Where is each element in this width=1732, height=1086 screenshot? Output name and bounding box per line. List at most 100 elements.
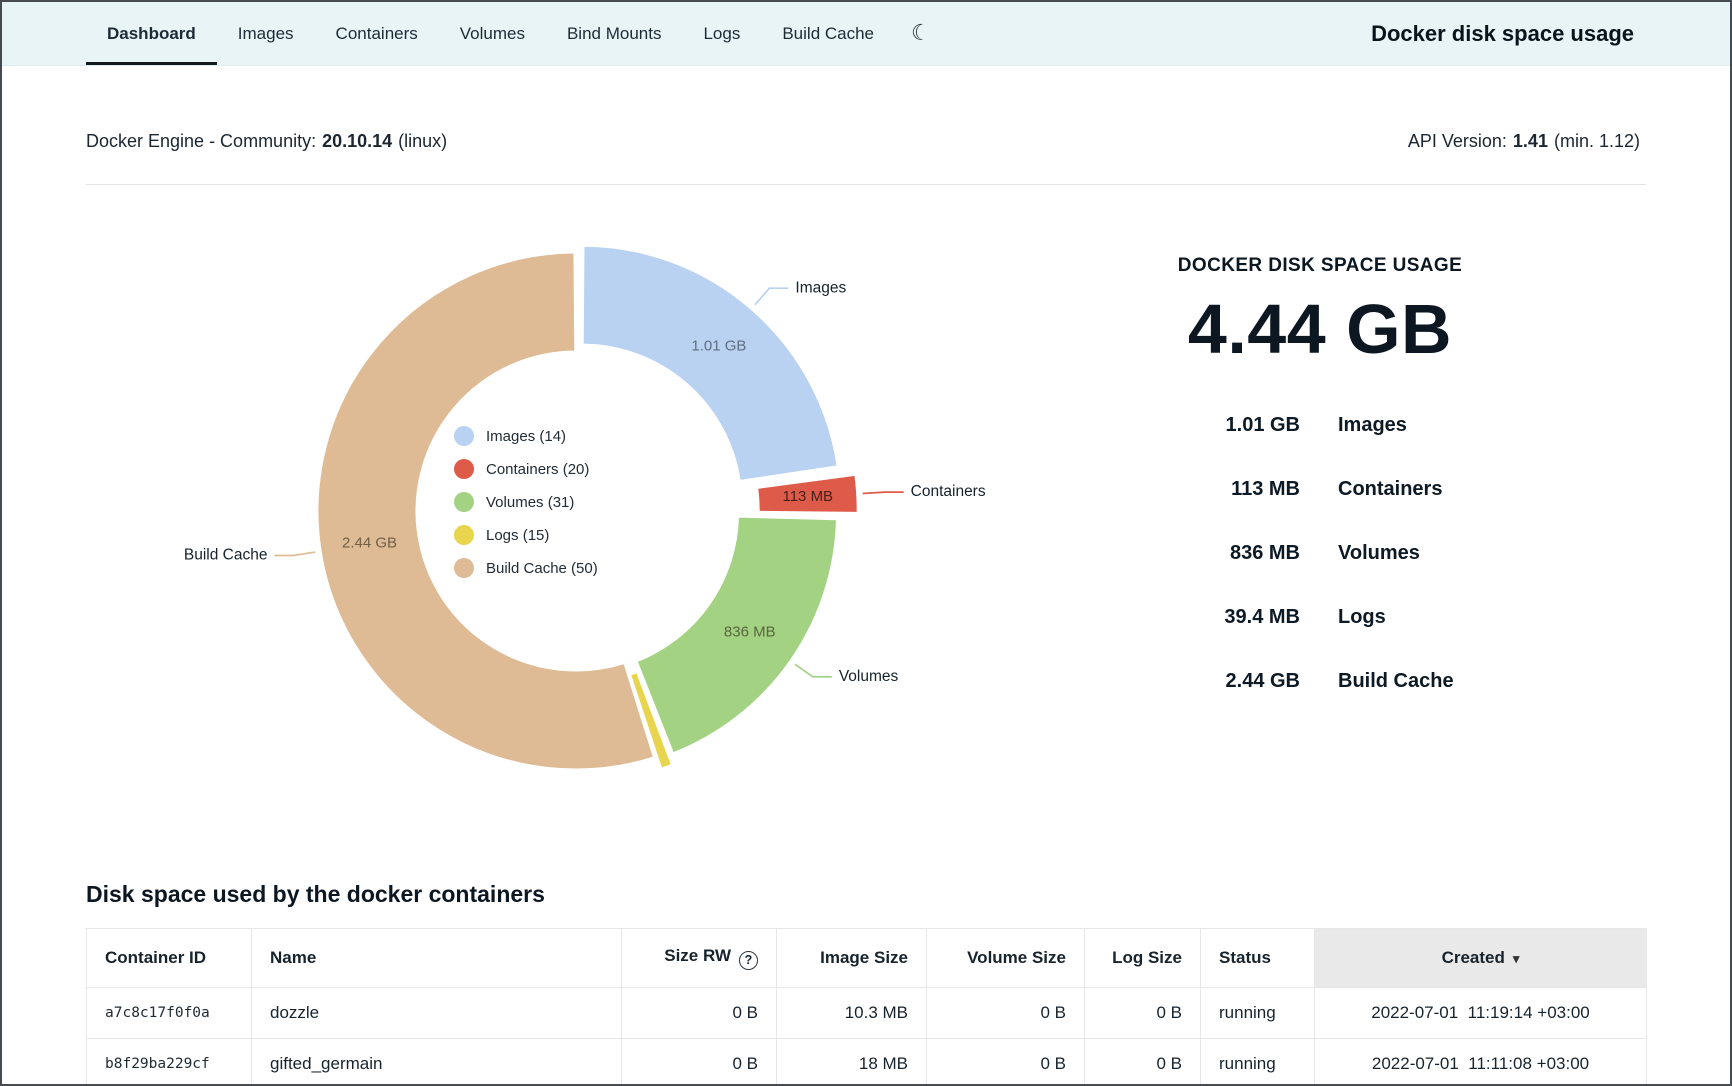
column-label: Image Size — [820, 948, 908, 967]
summary-value: 1.01 GB — [1100, 414, 1300, 437]
column-header-image-size[interactable]: Image Size — [777, 929, 927, 988]
containers-table: Container ID Name Size RW? Image Size Volume… — [86, 928, 1647, 1086]
legend-swatch-icon — [454, 426, 474, 446]
engine-label: Docker Engine - Community: — [86, 131, 316, 151]
table-cell: 0 B — [927, 987, 1085, 1038]
summary-row-build-cache: 2.44 GBBuild Cache — [1100, 670, 1540, 693]
column-header-volume-size[interactable]: Volume Size — [927, 929, 1085, 988]
engine-version: 20.10.14 — [322, 131, 392, 151]
column-label: Volume Size — [967, 948, 1066, 967]
column-header-container-id[interactable]: Container ID — [87, 929, 252, 988]
tab-containers[interactable]: Containers — [315, 2, 439, 65]
legend-swatch-icon — [454, 459, 474, 479]
table-cell: 2022-07-01 11:19:14 +03:00 — [1315, 987, 1647, 1038]
column-label: Size RW — [664, 946, 731, 965]
legend-item-volumes[interactable]: Volumes (31) — [454, 492, 598, 512]
tab-images[interactable]: Images — [217, 2, 315, 65]
containers-section-heading: Disk space used by the docker containers — [86, 881, 1646, 908]
summary-row-images: 1.01 GB Images — [1100, 414, 1540, 437]
usage-summary: DOCKER DISK SPACE USAGE 4.44 GB 1.01 GB I… — [1100, 193, 1540, 833]
table-cell: 0 B — [927, 1038, 1085, 1086]
table-cell: 2022-07-01 11:11:08 +03:00 — [1315, 1038, 1647, 1086]
moon-icon: ☾ — [911, 21, 931, 46]
column-header-log-size[interactable]: Log Size — [1085, 929, 1201, 988]
api-label: API Version: — [1408, 131, 1507, 151]
table-cell: 10.3 MB — [777, 987, 927, 1038]
sort-desc-icon: ▾ — [1513, 951, 1520, 966]
table-row: a7c8c17f0f0adozzle0 B10.3 MB0 B0 Brunnin… — [87, 987, 1647, 1038]
nav-tabs: DashboardImagesContainersVolumesBind Mou… — [86, 2, 895, 65]
slice-value-label: 836 MB — [724, 624, 776, 641]
table-cell: gifted_germain — [252, 1038, 622, 1086]
tab-volumes[interactable]: Volumes — [439, 2, 546, 65]
table-cell: 0 B — [1085, 1038, 1201, 1086]
api-min-version: (min. 1.12) — [1554, 131, 1640, 151]
slice-name-label: Build Cache — [184, 547, 268, 564]
slice-name-label: Containers — [911, 483, 986, 500]
legend-label: Volumes (31) — [486, 494, 574, 511]
tab-build-cache[interactable]: Build Cache — [761, 2, 895, 65]
table-cell: running — [1201, 1038, 1315, 1086]
table-head: Container ID Name Size RW? Image Size Volume… — [87, 929, 1647, 988]
summary-label: Logs — [1338, 606, 1386, 629]
table-cell: 0 B — [1085, 987, 1201, 1038]
slice-name-label: Images — [795, 279, 846, 296]
summary-label: Images — [1338, 414, 1407, 437]
summary-row-containers: 113 MBContainers — [1100, 478, 1540, 501]
table-cell: dozzle — [252, 987, 622, 1038]
summary-row-volumes: 836 MBVolumes — [1100, 542, 1540, 565]
tab-bind-mounts[interactable]: Bind Mounts — [546, 2, 683, 65]
table-cell: 18 MB — [777, 1038, 927, 1086]
table-row: b8f29ba229cfgifted_germain0 B18 MB0 B0 B… — [87, 1038, 1647, 1086]
slice-name-label: Volumes — [839, 668, 899, 685]
slice-value-label: 1.01 GB — [691, 337, 746, 354]
table-cell: a7c8c17f0f0a — [87, 987, 252, 1038]
summary-value: 2.44 GB — [1100, 670, 1300, 693]
legend-item-build-cache[interactable]: Build Cache (50) — [454, 558, 598, 578]
summary-row-logs: 39.4 MB Logs — [1100, 606, 1540, 629]
engine-info: Docker Engine - Community:20.10.14(linux… — [86, 128, 453, 154]
column-header-created[interactable]: Created ▾ — [1315, 929, 1647, 988]
summary-value: 836 MB — [1100, 542, 1300, 565]
api-info: API Version: 1.41 (min. 1.12) — [1408, 128, 1646, 154]
engine-info-row: Docker Engine - Community:20.10.14(linux… — [86, 128, 1646, 154]
table-header-row: Container ID Name Size RW? Image Size Volume… — [87, 929, 1647, 988]
label-leader-line — [755, 288, 788, 305]
legend-item-images[interactable]: Images (14) — [454, 426, 598, 446]
slice-value-label: 2.44 GB — [342, 534, 397, 551]
help-icon[interactable]: ? — [739, 951, 758, 970]
summary-heading: DOCKER DISK SPACE USAGE — [1100, 255, 1540, 277]
legend-swatch-icon — [454, 558, 474, 578]
column-label: Created — [1442, 948, 1505, 967]
summary-total: 4.44 GB — [1100, 289, 1540, 370]
slice-value-label: 113 MB — [782, 488, 833, 505]
legend-item-logs[interactable]: Logs (15) — [454, 525, 598, 545]
column-header-name[interactable]: Name — [252, 929, 622, 988]
table-cell: running — [1201, 987, 1315, 1038]
summary-value: 113 MB — [1100, 478, 1300, 501]
column-label: Container ID — [105, 948, 206, 967]
legend-label: Build Cache (50) — [486, 560, 598, 577]
tab-logs[interactable]: Logs — [682, 2, 761, 65]
chart-legend: Images (14) Containers (20) Volumes (31) Lo… — [454, 426, 598, 578]
summary-value: 39.4 MB — [1100, 606, 1300, 629]
theme-toggle-button[interactable]: ☾ — [911, 2, 931, 65]
label-leader-line — [863, 492, 904, 493]
table-body: a7c8c17f0f0adozzle0 B10.3 MB0 B0 Brunnin… — [87, 987, 1647, 1086]
app-window: DashboardImagesContainersVolumesBind Mou… — [0, 0, 1732, 1086]
column-header-status[interactable]: Status — [1201, 929, 1315, 988]
column-header-size-rw[interactable]: Size RW? — [622, 929, 777, 988]
legend-item-containers[interactable]: Containers (20) — [454, 459, 598, 479]
chart-section: 1.01 GBImages113 MBContainers836 MBVolum… — [2, 185, 1730, 833]
page-title: Docker disk space usage — [1371, 21, 1730, 47]
column-label: Name — [270, 948, 316, 967]
label-leader-line — [274, 552, 315, 555]
donut-chart: 1.01 GB Images 113 MB Containers 836 MB Volum… — [86, 193, 1086, 833]
legend-label: Logs (15) — [486, 527, 549, 544]
legend-swatch-icon — [454, 492, 474, 512]
api-version: 1.41 — [1513, 131, 1548, 151]
legend-label: Containers (20) — [486, 461, 589, 478]
top-nav: DashboardImagesContainersVolumesBind Mou… — [2, 2, 1730, 66]
legend-swatch-icon — [454, 525, 474, 545]
tab-dashboard[interactable]: Dashboard — [86, 2, 217, 65]
